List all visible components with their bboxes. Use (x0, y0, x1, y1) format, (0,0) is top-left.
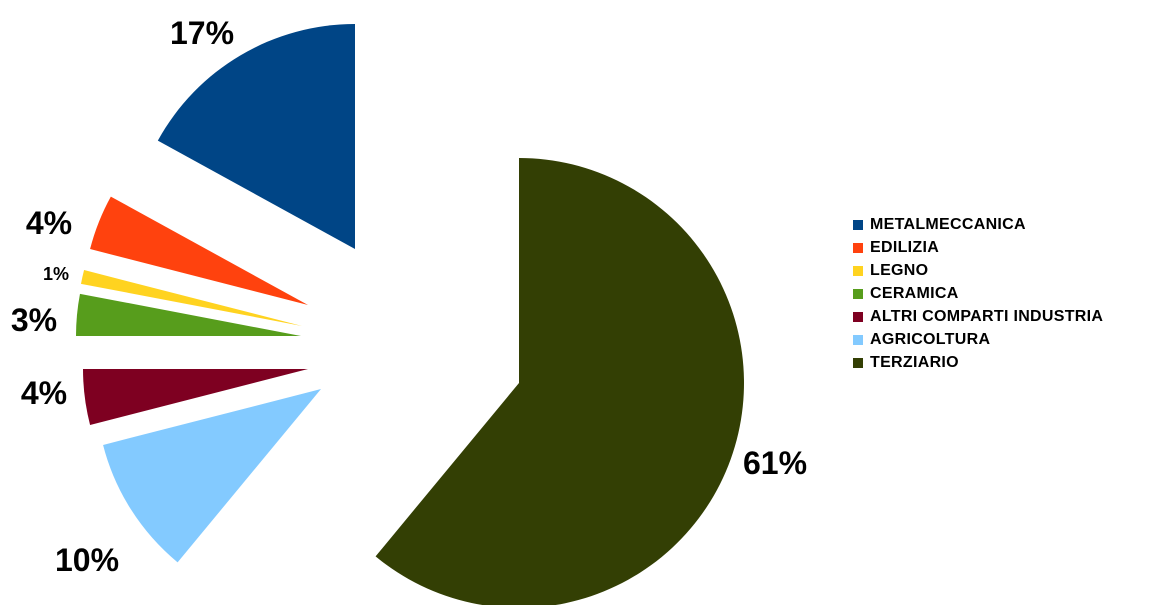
legend-label: METALMECCANICA (870, 215, 1026, 233)
pie-slice-edilizia (90, 196, 308, 305)
slice-label-terziario: 61% (743, 445, 807, 481)
legend-item-ceramica: CERAMICA (853, 282, 1103, 305)
legend-swatch (853, 242, 863, 253)
legend-item-agricoltura: AGRICOLTURA (853, 328, 1103, 351)
legend-swatch (853, 288, 863, 299)
pie-slice-ceramica (76, 293, 301, 336)
legend-swatch (853, 357, 863, 368)
slice-label-metalmeccanica: 17% (170, 15, 234, 51)
slice-label-legno: 1% (43, 264, 69, 284)
legend-swatch (853, 334, 863, 345)
legend-label: TERZIARIO (870, 353, 959, 371)
legend-label: ALTRI COMPARTI INDUSTRIA (870, 307, 1104, 325)
legend-swatch (853, 265, 863, 276)
legend-swatch (853, 219, 863, 230)
legend-swatch (853, 311, 863, 322)
legend-item-metalmeccanica: METALMECCANICA (853, 213, 1103, 236)
slice-label-agricoltura: 10% (55, 542, 119, 578)
legend-label: EDILIZIA (870, 238, 940, 256)
legend: METALMECCANICA EDILIZIA LEGNO CERAMICA ALTRI… (853, 213, 1103, 374)
legend-label: CERAMICA (870, 284, 959, 302)
slice-label-edilizia: 4% (26, 205, 72, 241)
legend-label: LEGNO (870, 261, 929, 279)
legend-item-altri-comparti-industria: ALTRI COMPARTI INDUSTRIA (853, 305, 1103, 328)
legend-item-legno: LEGNO (853, 259, 1103, 282)
pie-slice-metalmeccanica (157, 24, 355, 249)
slice-label-altri-comparti-industria: 4% (21, 375, 67, 411)
pie-slice-legno (80, 270, 302, 326)
pie-slice-terziario (375, 158, 744, 605)
slice-label-ceramica: 3% (11, 302, 57, 338)
legend-item-terziario: TERZIARIO (853, 351, 1103, 374)
legend-item-edilizia: EDILIZIA (853, 236, 1103, 259)
legend-label: AGRICOLTURA (870, 330, 991, 348)
pie-slice-agricoltura (103, 389, 321, 563)
pie-slice-altri-comparti-industria (83, 369, 308, 425)
